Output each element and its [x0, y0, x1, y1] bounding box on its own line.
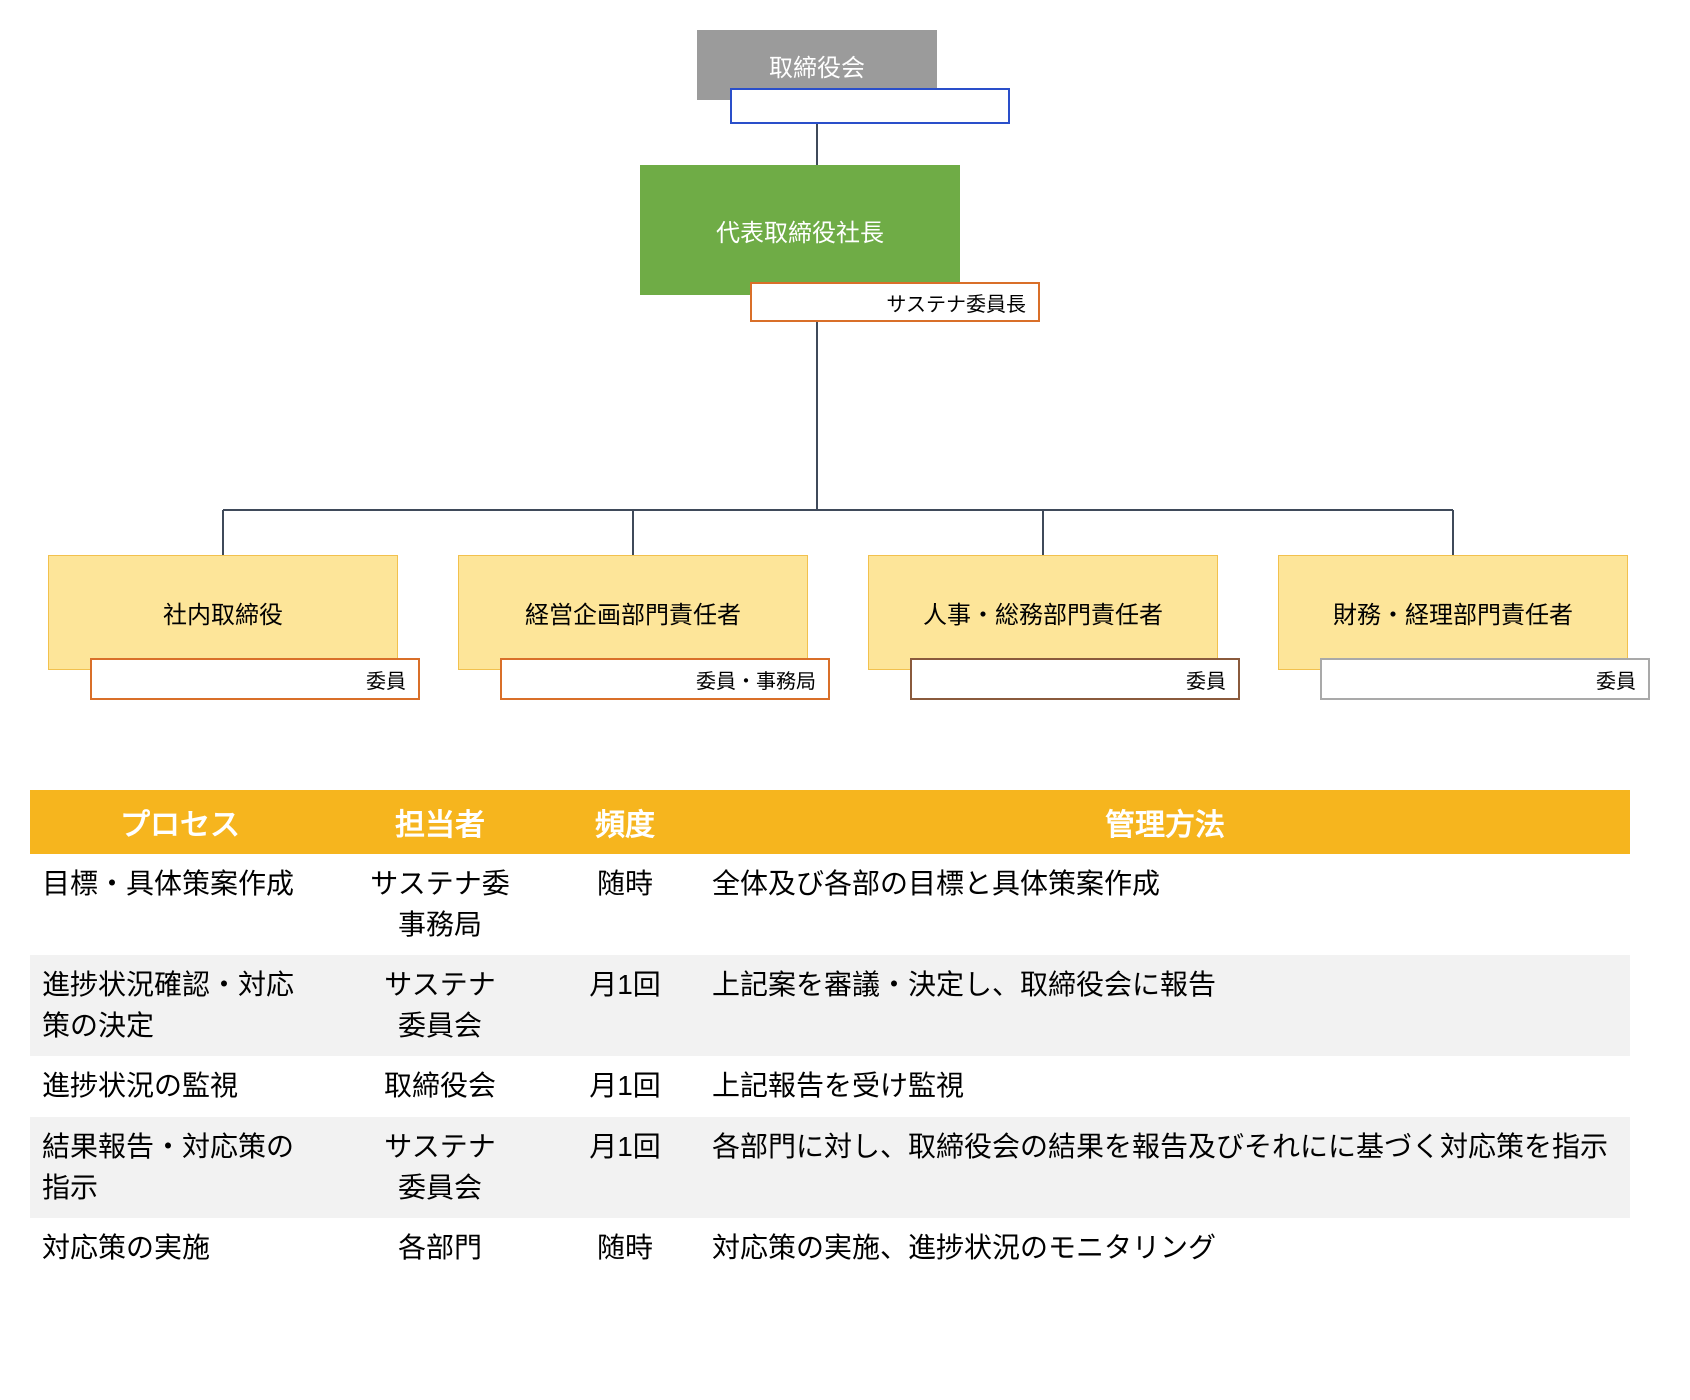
org-node-leaf1: 社内取締役 — [48, 555, 398, 670]
org-node-leaf2-sub: 委員・事務局 — [500, 658, 830, 700]
org-node-leaf2: 経営企画部門責任者 — [458, 555, 808, 670]
org-node-leaf4: 財務・経理部門責任者 — [1278, 555, 1628, 670]
org-node-ceo: 代表取締役社長 — [640, 165, 960, 295]
org-node-leaf4-sub: 委員 — [1320, 658, 1650, 700]
org-node-leaf1-sub: 委員 — [90, 658, 420, 700]
table-cell: 全体及び各部の目標と具体策案作成 — [700, 854, 1630, 955]
table-row: 進捗状況の監視取締役会月1回上記報告を受け監視 — [30, 1056, 1630, 1117]
col-freq: 頻度 — [550, 790, 700, 854]
table-cell: サステナ 委員会 — [330, 1117, 550, 1218]
table-cell: 結果報告・対応策の指示 — [30, 1117, 330, 1218]
process-table: プロセス 担当者 頻度 管理方法 目標・具体策案作成サステナ委 事務局随時全体及… — [30, 790, 1630, 1279]
table-row: 結果報告・対応策の指示サステナ 委員会月1回各部門に対し、取締役会の結果を報告及… — [30, 1117, 1630, 1218]
table-row: 対応策の実施各部門随時対応策の実施、進捗状況のモニタリング — [30, 1218, 1630, 1279]
table-cell: 各部門 — [330, 1218, 550, 1279]
col-owner: 担当者 — [330, 790, 550, 854]
table-cell: 対応策の実施 — [30, 1218, 330, 1279]
table-cell: 取締役会 — [330, 1056, 550, 1117]
table-cell: 上記案を審議・決定し、取締役会に報告 — [700, 955, 1630, 1056]
table-cell: 随時 — [550, 854, 700, 955]
process-table-head: プロセス 担当者 頻度 管理方法 — [30, 790, 1630, 854]
table-cell: サステナ委 事務局 — [330, 854, 550, 955]
table-cell: 月1回 — [550, 1056, 700, 1117]
col-process: プロセス — [30, 790, 330, 854]
table-cell: 進捗状況確認・対応策の決定 — [30, 955, 330, 1056]
table-cell: 随時 — [550, 1218, 700, 1279]
table-row: 進捗状況確認・対応策の決定サステナ 委員会月1回上記案を審議・決定し、取締役会に… — [30, 955, 1630, 1056]
table-cell: 目標・具体策案作成 — [30, 854, 330, 955]
col-method: 管理方法 — [700, 790, 1630, 854]
table-cell: 対応策の実施、進捗状況のモニタリング — [700, 1218, 1630, 1279]
table-cell: 進捗状況の監視 — [30, 1056, 330, 1117]
org-node-ceo-sub: サステナ委員長 — [750, 282, 1040, 322]
table-cell: 上記報告を受け監視 — [700, 1056, 1630, 1117]
org-chart: 取締役会代表取締役社長サステナ委員長社内取締役委員経営企画部門責任者委員・事務局… — [30, 30, 1660, 780]
process-table-body: 目標・具体策案作成サステナ委 事務局随時全体及び各部の目標と具体策案作成進捗状況… — [30, 854, 1630, 1279]
org-node-board-sub — [730, 88, 1010, 124]
table-cell: 月1回 — [550, 1117, 700, 1218]
org-node-leaf3-sub: 委員 — [910, 658, 1240, 700]
table-row: 目標・具体策案作成サステナ委 事務局随時全体及び各部の目標と具体策案作成 — [30, 854, 1630, 955]
org-node-leaf3: 人事・総務部門責任者 — [868, 555, 1218, 670]
table-cell: 各部門に対し、取締役会の結果を報告及びそれにに基づく対応策を指示 — [700, 1117, 1630, 1218]
table-cell: サステナ 委員会 — [330, 955, 550, 1056]
table-cell: 月1回 — [550, 955, 700, 1056]
